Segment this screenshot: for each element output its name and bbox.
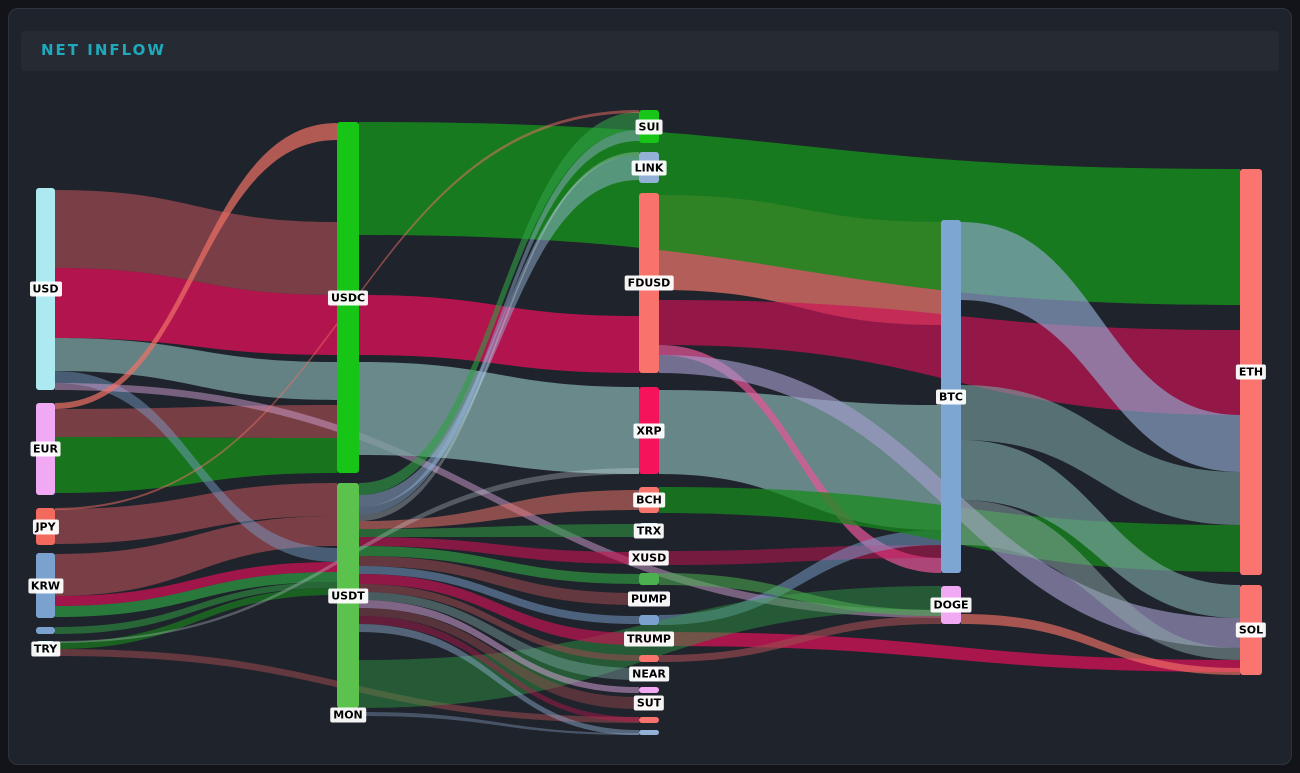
link-usd-usdc[interactable]: [55, 338, 337, 400]
link-try-usdt[interactable]: [55, 588, 337, 649]
link-btc-sol[interactable]: [961, 500, 1240, 660]
node-label-sut: SUT: [633, 695, 665, 711]
node-label-eth: ETH: [1235, 364, 1267, 380]
link-u2-doge[interactable]: [659, 573, 941, 616]
link-usdt-trump[interactable]: [359, 574, 639, 645]
node-label-mon: MON: [330, 707, 366, 722]
node-unlabeled-u3[interactable]: [639, 615, 659, 625]
node-label-usd: USD: [29, 281, 62, 297]
link-trump-sol[interactable]: [659, 632, 1240, 672]
panel-header: [21, 31, 1279, 71]
link-usdt-near[interactable]: [359, 592, 639, 680]
link-usdt-link[interactable]: [359, 155, 639, 507]
link-usdt-u5[interactable]: [359, 600, 639, 693]
link-usdt-xusd[interactable]: [359, 537, 639, 564]
node-label-trx: TRX: [633, 523, 665, 538]
node-label-jpy: JPY: [32, 519, 59, 534]
node-label-sol: SOL: [1235, 622, 1267, 638]
link-fdusd-btc[interactable]: [659, 345, 941, 573]
link-krw-usdt[interactable]: [55, 562, 337, 606]
link-eur-usdc[interactable]: [55, 437, 337, 493]
node-label-fdusd: FDUSD: [624, 275, 674, 291]
node-label-link: LINK: [631, 160, 667, 175]
link-eur-usdc[interactable]: [55, 123, 337, 409]
node-label-try: TRY: [30, 641, 61, 656]
node-unlabeled-u2[interactable]: [639, 573, 659, 585]
link-usd-usdt[interactable]: [55, 371, 337, 562]
link-mon-u7[interactable]: [359, 712, 639, 735]
node-label-pump: PUMP: [627, 591, 671, 607]
link-jpy-usdt[interactable]: [55, 483, 337, 544]
link-usdt-sui[interactable]: [359, 112, 639, 495]
node-label-btc: BTC: [936, 389, 966, 404]
link-usdt-sui[interactable]: [359, 130, 639, 515]
link-usdt-u4[interactable]: [359, 584, 639, 661]
link-usd-usdc[interactable]: [55, 268, 337, 355]
node-label-eur: EUR: [30, 441, 61, 457]
link-krw-usdt[interactable]: [55, 572, 337, 617]
link-u3-btc[interactable]: [659, 530, 941, 625]
link-doge-sol[interactable]: [961, 614, 1240, 675]
link-usd-usdc[interactable]: [55, 190, 337, 295]
node-label-doge: DOGE: [930, 597, 972, 613]
node-label-xrp: XRP: [633, 423, 665, 438]
link-usdt-doge[interactable]: [359, 586, 941, 708]
node-label-near: NEAR: [629, 666, 669, 682]
node-unlabeled-u4[interactable]: [639, 655, 659, 662]
node-label-usdt: USDT: [328, 588, 368, 603]
node-label-krw: KRW: [27, 578, 64, 593]
link-usdt-link[interactable]: [359, 152, 639, 521]
node-label-bch: BCH: [633, 492, 665, 508]
node-unlabeled-u6[interactable]: [639, 717, 659, 723]
link-usdt-bch[interactable]: [359, 490, 639, 529]
link-btc-eth[interactable]: [961, 222, 1240, 472]
node-label-xusd: XUSD: [628, 550, 670, 566]
link-usdt-pump[interactable]: [359, 556, 639, 605]
link-krw-usdt[interactable]: [55, 516, 337, 596]
node-label-trump: TRUMP: [624, 631, 674, 647]
node-label-usdc: USDC: [327, 290, 369, 305]
link-usdt-u6[interactable]: [359, 616, 639, 722]
node-unlabeled-u1[interactable]: [36, 627, 55, 634]
link-u4-doge[interactable]: [659, 616, 941, 662]
link-eur-usdc[interactable]: [55, 405, 337, 438]
link-usdt-trx[interactable]: [359, 524, 639, 537]
page-title: NET INFLOW: [41, 41, 166, 59]
node-unlabeled-u5[interactable]: [639, 687, 659, 693]
link-usdc-xrp[interactable]: [359, 362, 639, 474]
link-btc-sol[interactable]: [961, 440, 1240, 618]
link-btc-eth[interactable]: [961, 385, 1240, 525]
link-usdt-u7[interactable]: [359, 624, 639, 735]
link-u1-usdt[interactable]: [55, 582, 337, 634]
node-unlabeled-u7[interactable]: [639, 730, 659, 735]
link-usdt-sut[interactable]: [359, 608, 639, 709]
link-usd-doge[interactable]: [55, 383, 941, 618]
node-label-sui: SUI: [635, 119, 663, 134]
link-usdt-u2[interactable]: [359, 546, 639, 584]
link-usdt-u3[interactable]: [359, 566, 639, 624]
